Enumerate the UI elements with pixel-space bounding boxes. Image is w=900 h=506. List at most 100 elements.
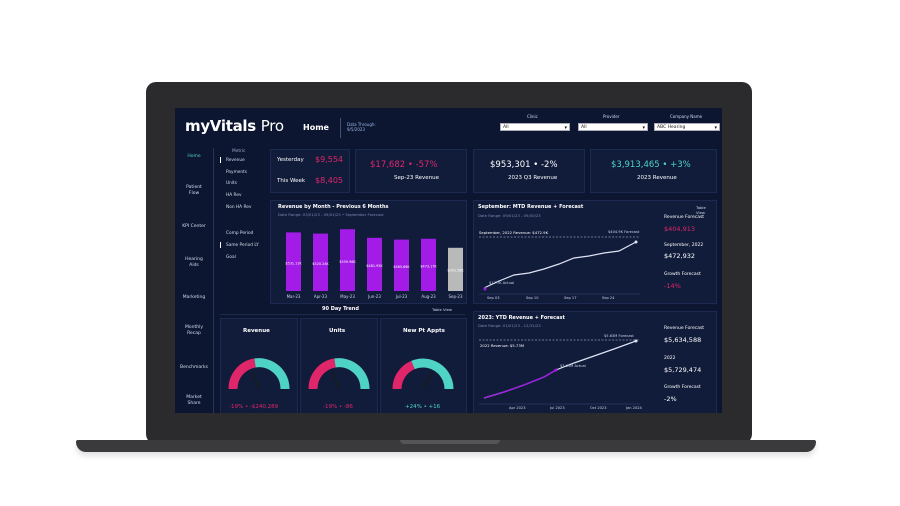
app-logo: myVitals Pro bbox=[185, 117, 284, 135]
ytd-ly-value: $5,729,474 bbox=[664, 366, 702, 374]
compare-selected-indicator bbox=[220, 242, 221, 248]
mtd-x-tick: Sep 10 bbox=[526, 296, 539, 300]
yesterday-label: Yesterday bbox=[277, 157, 304, 163]
mtd-gf-value: -14% bbox=[664, 282, 681, 290]
bar-Jun-23[interactable] bbox=[367, 237, 382, 291]
mtd-title: September: MTD Revenue + Forecast bbox=[478, 204, 584, 210]
gauge-revenue-needle bbox=[251, 370, 260, 390]
chevron-down-icon: ▾ bbox=[564, 125, 567, 131]
nav-hearing-aids[interactable]: Hearing Aids bbox=[185, 257, 203, 268]
nav-marketing[interactable]: Marketing bbox=[182, 295, 206, 300]
metric-item-non-ha-rev[interactable]: Non HA Rev bbox=[226, 205, 252, 210]
mtd-table-view-link[interactable]: Table View bbox=[696, 205, 706, 215]
ytd-actual-point bbox=[554, 368, 558, 372]
compare-comp-period[interactable]: Comp Period bbox=[226, 231, 254, 236]
nav-monthly-recap[interactable]: Monthly Recap bbox=[184, 325, 204, 336]
bar-value-label: $391.58K bbox=[447, 269, 464, 273]
ytd-gf-label: Growth Forecast bbox=[664, 385, 701, 390]
mtd-forecast-label: $404.9K Forecast bbox=[608, 230, 640, 234]
bar-category-label: Apr-23 bbox=[314, 294, 328, 299]
revenue-by-month-panel: Revenue by Month - Previous 6 Months Dat… bbox=[270, 200, 467, 304]
gauge-units-panel: Units -19% • -86 bbox=[300, 318, 378, 413]
ytd-forecast-panel: 2023: YTD Revenue + Forecast Date Range:… bbox=[473, 311, 717, 413]
mtd-actual-point bbox=[483, 287, 487, 291]
data-through: Data Through: 9/5/2023 bbox=[347, 122, 376, 132]
metric-title: Metric bbox=[232, 149, 246, 154]
bar-category-label: Sep-23 bbox=[448, 294, 463, 299]
gauge-revenue-title: Revenue bbox=[243, 328, 270, 334]
filter-provider-label: Provider bbox=[603, 114, 620, 119]
ytd-forecast-line bbox=[483, 340, 637, 399]
bar-category-label: Mar-23 bbox=[287, 294, 301, 299]
bar-value-label: $481.95K bbox=[366, 264, 383, 268]
bar-Apr-23[interactable] bbox=[313, 233, 328, 291]
bar-category-label: Jul-23 bbox=[395, 294, 408, 299]
ytd-gf-value: -2% bbox=[664, 395, 677, 403]
gauge-appts-dial bbox=[392, 358, 454, 390]
metric-item-ha-rev[interactable]: HA Rev bbox=[226, 193, 242, 198]
metric-item-units[interactable]: Units bbox=[226, 181, 237, 186]
kpi-q3-label: 2023 Q3 Revenue bbox=[508, 175, 558, 181]
ytd-forecast-point bbox=[634, 339, 638, 343]
dashboard-screen: myVitals Pro Home Data Through: 9/5/2023… bbox=[175, 108, 722, 413]
kpi-2023-value: $3,913,465 • +3% bbox=[611, 160, 691, 170]
ytd-x-tick: Jan 2024 bbox=[626, 406, 642, 410]
compare-same-period-ly[interactable]: Same Period LY bbox=[226, 243, 259, 248]
kpi-card-2023-revenue: $3,913,465 • +3% 2023 Revenue bbox=[590, 149, 717, 193]
chevron-down-icon: ▾ bbox=[714, 125, 717, 131]
mtd-forecast-panel: September: MTD Revenue + Forecast Table … bbox=[473, 200, 717, 304]
bar-category-label: May-23 bbox=[340, 294, 355, 299]
laptop-base bbox=[76, 440, 816, 452]
gauge-revenue-dial bbox=[228, 358, 290, 390]
filter-company-label: Company Name bbox=[670, 114, 703, 119]
gauge-units-red-arc bbox=[308, 358, 337, 390]
mtd-forecast-point bbox=[634, 240, 638, 244]
kpi-sep-label: Sep-23 Revenue bbox=[394, 175, 440, 181]
kpi-daily-panel: Yesterday $9,554 This Week $8,405 bbox=[270, 149, 350, 193]
nav-patient-flow[interactable]: Patient Flow bbox=[186, 185, 202, 196]
trend-table-view-link[interactable]: Table View bbox=[432, 307, 453, 312]
kpi-sep-value: $17,682 • -57% bbox=[370, 160, 438, 170]
bar-Mar-23[interactable] bbox=[286, 232, 301, 291]
bar-Aug-23[interactable] bbox=[421, 238, 436, 291]
gauge-appts-title: New Pt Appts bbox=[403, 328, 445, 334]
gauge-units-teal-arc bbox=[334, 358, 370, 390]
ytd-x-tick: Jul 2023 bbox=[550, 406, 565, 410]
kpi-card-q3-revenue: $953,301 • -2% 2023 Q3 Revenue bbox=[473, 149, 585, 193]
bar-Sep-23[interactable] bbox=[448, 247, 463, 291]
home-button[interactable]: Home bbox=[303, 123, 329, 132]
kpi-2023-label: 2023 Revenue bbox=[637, 175, 677, 181]
filter-clinic-select[interactable]: All ▾ bbox=[500, 123, 570, 131]
nav-market-share[interactable]: Market Share bbox=[186, 395, 202, 406]
filter-provider-select[interactable]: All ▾ bbox=[578, 123, 648, 131]
this-week-value: $8,405 bbox=[315, 176, 343, 185]
bar-May-23[interactable] bbox=[340, 229, 355, 291]
ytd-rf-value: $5,634,588 bbox=[664, 336, 702, 344]
ytd-actual-line bbox=[483, 369, 557, 399]
bar-category-label: Aug-23 bbox=[421, 294, 436, 299]
bar-value-label: $531.11K bbox=[285, 262, 302, 266]
bar-Jul-23[interactable] bbox=[394, 239, 409, 291]
ytd-subtitle: Date Range: 01/01/23 - 12/31/23 bbox=[478, 323, 541, 328]
gauge-revenue-teal-arc bbox=[254, 358, 290, 390]
metric-item-revenue[interactable]: Revenue bbox=[226, 158, 245, 163]
gauge-units-dial bbox=[308, 358, 370, 390]
mtd-line-chart bbox=[479, 236, 640, 295]
compare-goal[interactable]: Goal bbox=[226, 255, 236, 260]
yesterday-value: $9,554 bbox=[315, 155, 343, 164]
nav-kpi-center[interactable]: KPI Center bbox=[182, 224, 206, 229]
nav-benchmarks[interactable]: Benchmarks bbox=[180, 365, 208, 370]
header-divider bbox=[340, 118, 341, 138]
mtd-subtitle: Date Range: 09/01/23 - 09/30/23 bbox=[478, 213, 541, 218]
gauge-revenue-red-arc bbox=[228, 358, 257, 390]
mtd-x-tick: Sep 03 bbox=[487, 296, 500, 300]
filter-company-select[interactable]: ABC Hearing ▾ bbox=[654, 123, 720, 131]
nav-home[interactable]: Home bbox=[187, 154, 201, 159]
gauge-units-title: Units bbox=[329, 328, 346, 334]
metric-item-payments[interactable]: Payments bbox=[226, 170, 248, 175]
gauge-appts-value: +24% • +16 bbox=[405, 404, 441, 410]
bar-value-label: $559.98K bbox=[339, 260, 356, 264]
mtd-prev-label: September, 2022 Revenue: $472.9K bbox=[479, 230, 549, 235]
gauge-revenue-panel: Revenue -19% • -$240,289 bbox=[220, 318, 298, 413]
sidebar-nav: Home Patient Flow KPI Center Hearing Aid… bbox=[175, 148, 214, 413]
